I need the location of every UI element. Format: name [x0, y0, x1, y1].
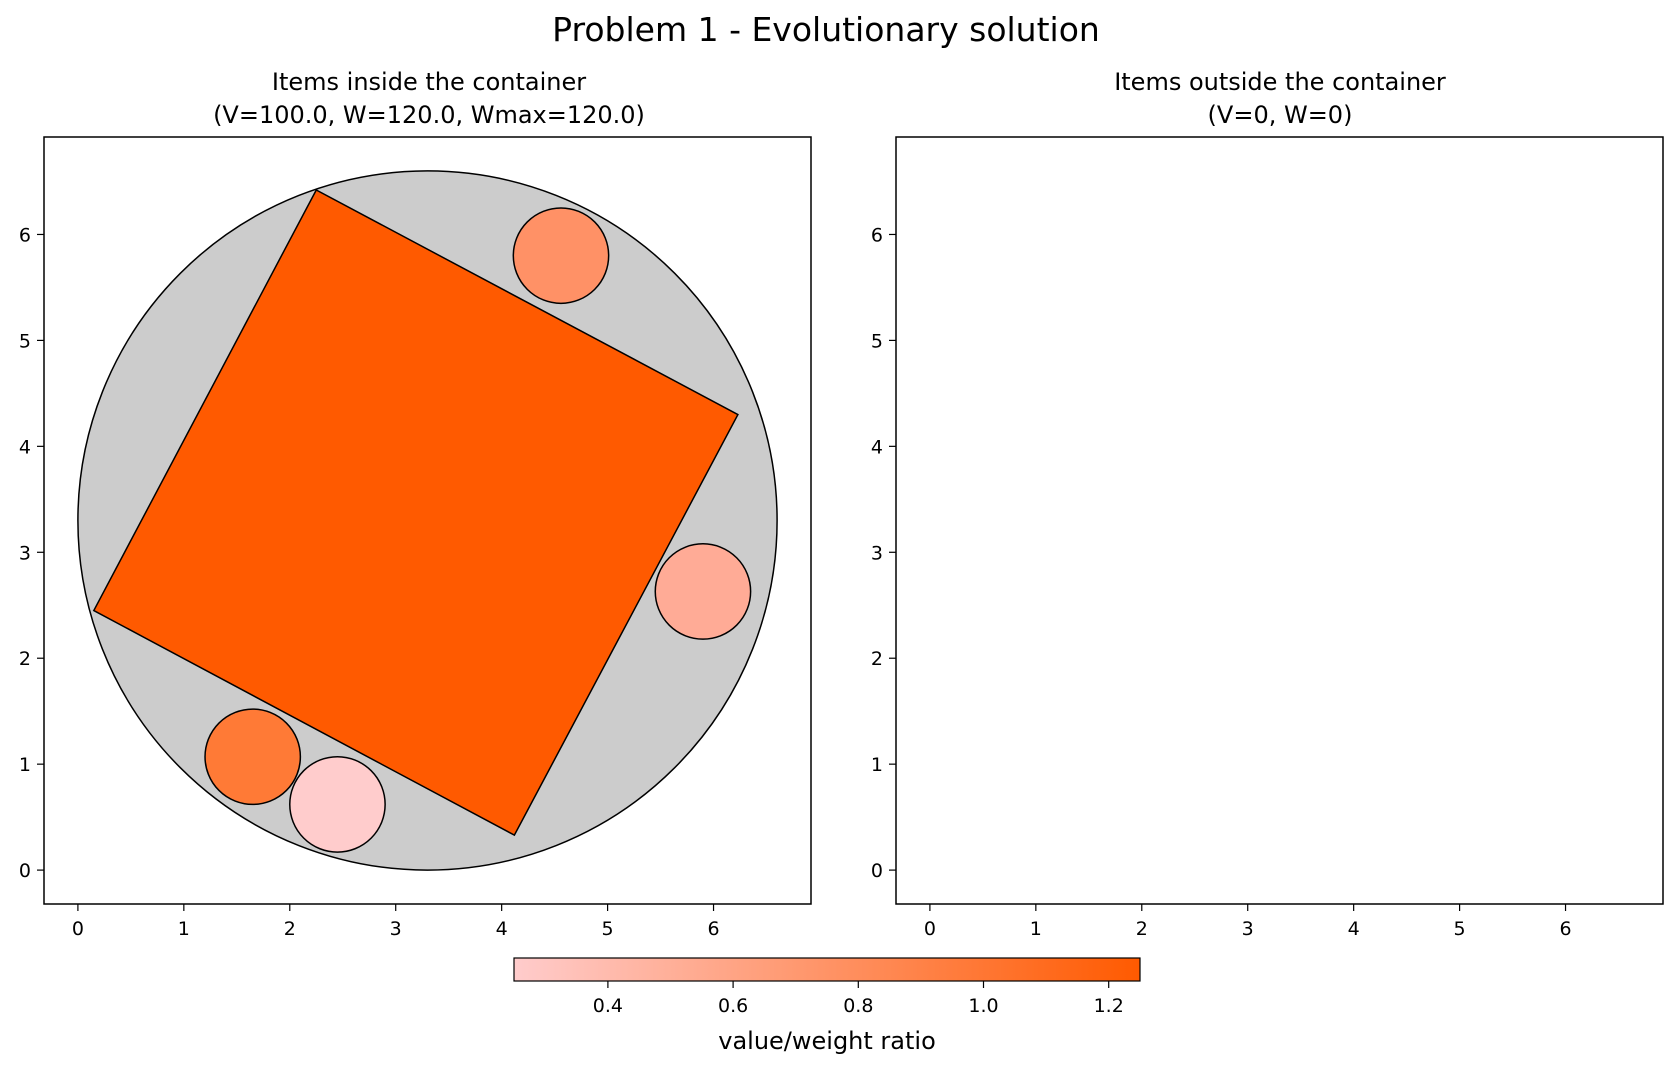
colorbar-tick-label: 1.0 — [968, 995, 998, 1017]
colorbar-ticks: 0.4 0.6 0.8 1.0 1.2 — [593, 981, 1124, 1017]
y-tick-label-outside: 5 — [871, 330, 883, 352]
figure-title: Problem 1 - Evolutionary solution — [552, 10, 1100, 49]
y-tick-label-outside: 3 — [871, 542, 883, 564]
x-tick-label-outside: 2 — [1136, 918, 1148, 940]
x-tick-label-outside: 6 — [1559, 918, 1571, 940]
ticks-inside: 0 1 2 3 4 5 6 0 1 2 3 4 5 6 — [19, 224, 720, 940]
x-tick-label-inside: 6 — [707, 918, 719, 940]
x-tick-label-outside: 3 — [1242, 918, 1254, 940]
x-tick-label-inside: 4 — [496, 918, 508, 940]
y-tick-label-inside: 3 — [19, 542, 31, 564]
colorbar-tick-label: 0.4 — [593, 995, 623, 1017]
x-tick-label-outside: 1 — [1030, 918, 1042, 940]
x-tick-label-inside: 0 — [72, 918, 84, 940]
x-tick-label-outside: 0 — [924, 918, 936, 940]
y-tick-label-outside: 0 — [871, 860, 883, 882]
y-tick-label-inside: 6 — [19, 224, 31, 246]
subplot-outside-title-line2: (V=0, W=0) — [1208, 101, 1353, 129]
ticks-outside: 0 1 2 3 4 5 6 0 1 2 3 4 5 6 — [871, 224, 1572, 940]
subplot-inside: Items inside the container (V=100.0, W=1… — [19, 68, 812, 940]
y-tick-label-inside: 2 — [19, 648, 31, 670]
item-polygon-0 — [92, 188, 739, 837]
colorbar-label: value/weight ratio — [718, 1027, 936, 1055]
y-tick-label-outside: 4 — [871, 436, 883, 458]
x-tick-label-inside: 5 — [602, 918, 614, 940]
subplot-inside-title-line1: Items inside the container — [272, 68, 586, 96]
x-tick-label-inside: 1 — [178, 918, 190, 940]
y-tick-label-inside: 0 — [19, 860, 31, 882]
item-circle-3 — [204, 708, 302, 806]
item-circle-2 — [654, 543, 752, 640]
y-tick-label-outside: 6 — [871, 224, 883, 246]
colorbar-tick-label: 1.2 — [1094, 995, 1124, 1017]
y-tick-label-inside: 5 — [19, 330, 31, 352]
plot-area-inside — [77, 170, 778, 871]
x-tick-label-outside: 4 — [1348, 918, 1360, 940]
subplot-outside-title-line1: Items outside the container — [1114, 68, 1446, 96]
y-tick-label-outside: 2 — [871, 648, 883, 670]
axes-frame-outside — [895, 136, 1664, 905]
colorbar-gradient — [513, 957, 1141, 982]
axes-frame-inside — [43, 136, 812, 905]
colorbar-tick-label: 0.6 — [718, 995, 748, 1017]
subplot-outside: Items outside the container (V=0, W=0) 0… — [871, 68, 1664, 940]
item-circle-1 — [512, 207, 610, 305]
y-tick-label-inside: 4 — [19, 436, 31, 458]
colorbar-tick-label: 0.8 — [843, 995, 873, 1017]
x-tick-label-inside: 3 — [390, 918, 402, 940]
item-circle-4 — [289, 755, 386, 853]
y-tick-label-inside: 1 — [19, 754, 31, 776]
y-tick-label-outside: 1 — [871, 754, 883, 776]
x-tick-label-outside: 5 — [1454, 918, 1466, 940]
x-tick-label-inside: 2 — [284, 918, 296, 940]
colorbar: 0.4 0.6 0.8 1.0 1.2 value/weight ratio — [513, 957, 1141, 1055]
subplot-inside-title-line2: (V=100.0, W=120.0, Wmax=120.0) — [213, 101, 645, 129]
